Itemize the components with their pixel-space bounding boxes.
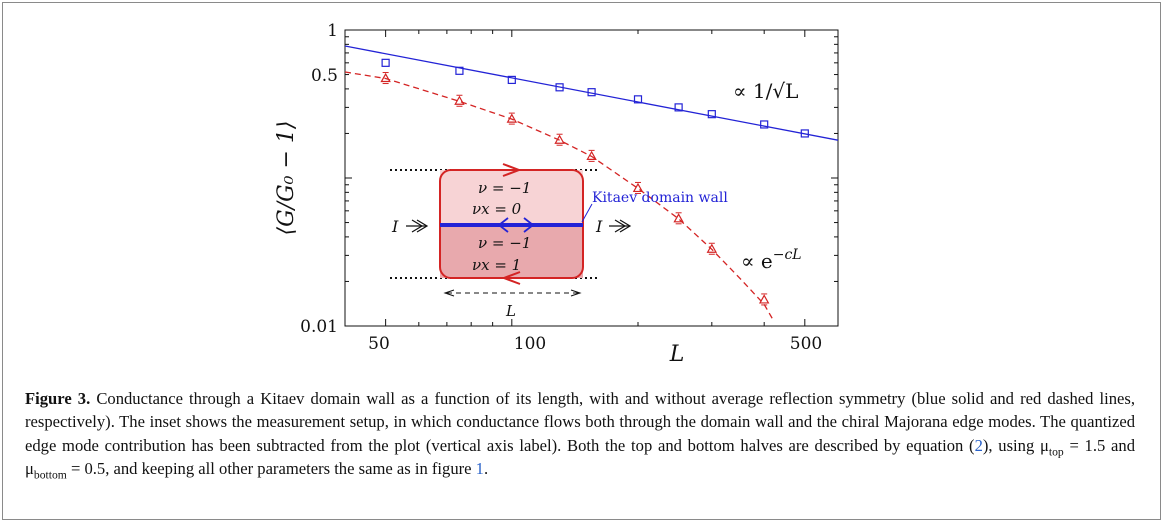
x-tick-label-50: 50 [368,334,390,354]
triangle-marker [632,182,644,193]
figure-caption: Figure 3. Conductance through a Kitaev d… [25,387,1135,481]
triangle-marker [454,95,465,105]
exp-annotation: ∝ e−cL [741,247,802,273]
inset-current-right-label: I [595,217,603,236]
fit-line-solid [345,45,838,141]
square-marker [633,95,643,104]
figure-ref-link[interactable]: 1 [475,459,484,479]
data-markers [380,58,809,306]
inset-length-arrowhead-left [443,289,455,297]
inset-current-left-arrow [406,219,429,233]
inset-top-nu: ν = −1 [478,179,531,197]
inset-length-arrowhead-right [570,289,582,297]
plot-axes-box [344,29,839,327]
inset-diagram: ν = −1 νx = 0 ν = −1 νx = 1 I I L Kitaev… [390,163,728,320]
y-tick-label-1: 1 [327,21,338,41]
exp-annotation-base: ∝ e [741,249,773,273]
axis-ticks [344,29,839,327]
fit-lines [345,45,838,321]
y-axis-label: ⟨G/G₀ − 1⟩ [274,121,299,236]
triangle-marker [758,294,770,304]
y-tick-label-0.5: 0.5 [311,66,338,86]
triangle-marker [506,113,518,123]
equation-ref-link[interactable]: 2 [974,435,983,455]
domain-wall-label: Kitaev domain wall [592,190,728,206]
x-tick-label-100: 100 [514,334,546,354]
square-marker [587,88,596,97]
square-marker [800,129,809,138]
x-axis-label: L [669,342,685,367]
edge-arrow-bottom [501,271,521,285]
square-marker [455,66,464,75]
domain-wall-arrowhead-left [497,217,509,233]
x-tick-label-500: 500 [790,334,822,354]
inset-bottom-nu-x: νx = 1 [472,256,521,274]
inset-length-label: L [505,302,516,320]
square-marker [507,75,516,85]
inset-top-region [440,170,583,224]
caption-text-2: ), using μ [982,435,1049,455]
triangle-marker [586,150,597,160]
caption-text-1: Conductance through a Kitaev domain wall… [25,389,1136,455]
caption-label: Figure 3. [25,389,91,408]
fit-line-dashed [345,71,774,321]
domain-wall-arrowhead-right [523,217,535,233]
triangle-marker [380,72,391,83]
square-marker [381,58,390,67]
square-marker [707,110,716,119]
inset-current-left-label: I [391,217,399,236]
caption-text-4: = 0.5, and keeping all other parameters … [66,459,476,479]
triangle-marker [554,134,565,144]
triangle-marker [706,243,718,253]
inset-bottom-region [440,224,583,278]
inset-bottom-nu: ν = −1 [478,234,531,252]
square-marker [760,120,769,129]
caption-sub-top: top [1048,445,1064,459]
sqrt-annotation: ∝ 1/√L [733,79,798,103]
edge-arrow-top [502,163,522,177]
y-tick-label-0.01: 0.01 [300,317,338,337]
caption-text-3: = 1.5 and μ [25,435,1135,479]
domain-wall-callout-line [581,203,593,223]
square-marker [674,103,683,112]
exp-annotation-power: −cL [773,247,802,263]
square-marker [555,83,564,92]
inset-top-nu-x: νx = 0 [472,200,522,218]
inset-current-right-arrow [609,219,632,233]
figure-plot: ⟨G/G₀ − 1⟩ L 50 100 500 1 0.5 0.01 ∝ 1/√… [274,21,839,367]
caption-text-5: . [483,459,489,479]
triangle-marker [673,213,684,223]
caption-sub-bottom: bottom [33,468,67,482]
